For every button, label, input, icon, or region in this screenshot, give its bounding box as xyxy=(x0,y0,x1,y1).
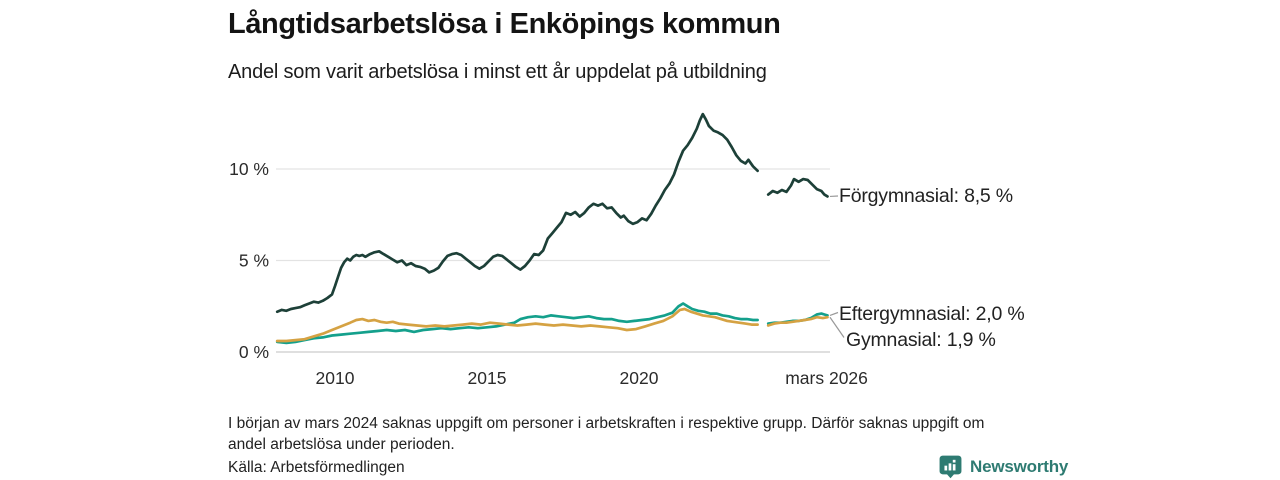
x-tick-label: 2020 xyxy=(620,368,659,388)
x-tick-label: mars 2026 xyxy=(785,368,868,388)
page-title: Långtidsarbetslösa i Enköpings kommun xyxy=(228,8,781,40)
series-end-label-gymnasial: Gymnasial: 1,9 % xyxy=(846,329,996,351)
series-end-label-forgymnasial: Förgymnasial: 8,5 % xyxy=(839,185,1013,207)
brand-lockup: Newsworthy xyxy=(938,454,1068,479)
footnote-line-1: I början av mars 2024 saknas uppgift om … xyxy=(228,415,985,432)
y-tick-label: 5 % xyxy=(239,251,269,271)
newsworthy-logo-icon xyxy=(939,455,962,479)
page-subtitle: Andel som varit arbetslösa i minst ett å… xyxy=(228,61,767,83)
footnote-line-2: andel arbetslösa under perioden. xyxy=(228,436,455,453)
footnote: I början av mars 2024 saknas uppgift om … xyxy=(228,413,984,455)
brand-name: Newsworthy xyxy=(970,456,1069,476)
series-line-förgymnasial xyxy=(275,112,829,314)
series-line-gymnasial xyxy=(275,307,829,343)
x-tick-label: 2015 xyxy=(468,368,507,388)
x-tick-label: 2010 xyxy=(316,368,355,388)
series-end-label-eftergymnasial: Eftergymnasial: 2,0 % xyxy=(839,303,1025,325)
y-tick-label: 0 % xyxy=(239,342,269,362)
label-leader-line xyxy=(829,311,839,316)
y-tick-label: 10 % xyxy=(229,159,269,179)
source-text: Källa: Arbetsförmedlingen xyxy=(228,459,405,476)
label-leader-line xyxy=(829,316,845,338)
